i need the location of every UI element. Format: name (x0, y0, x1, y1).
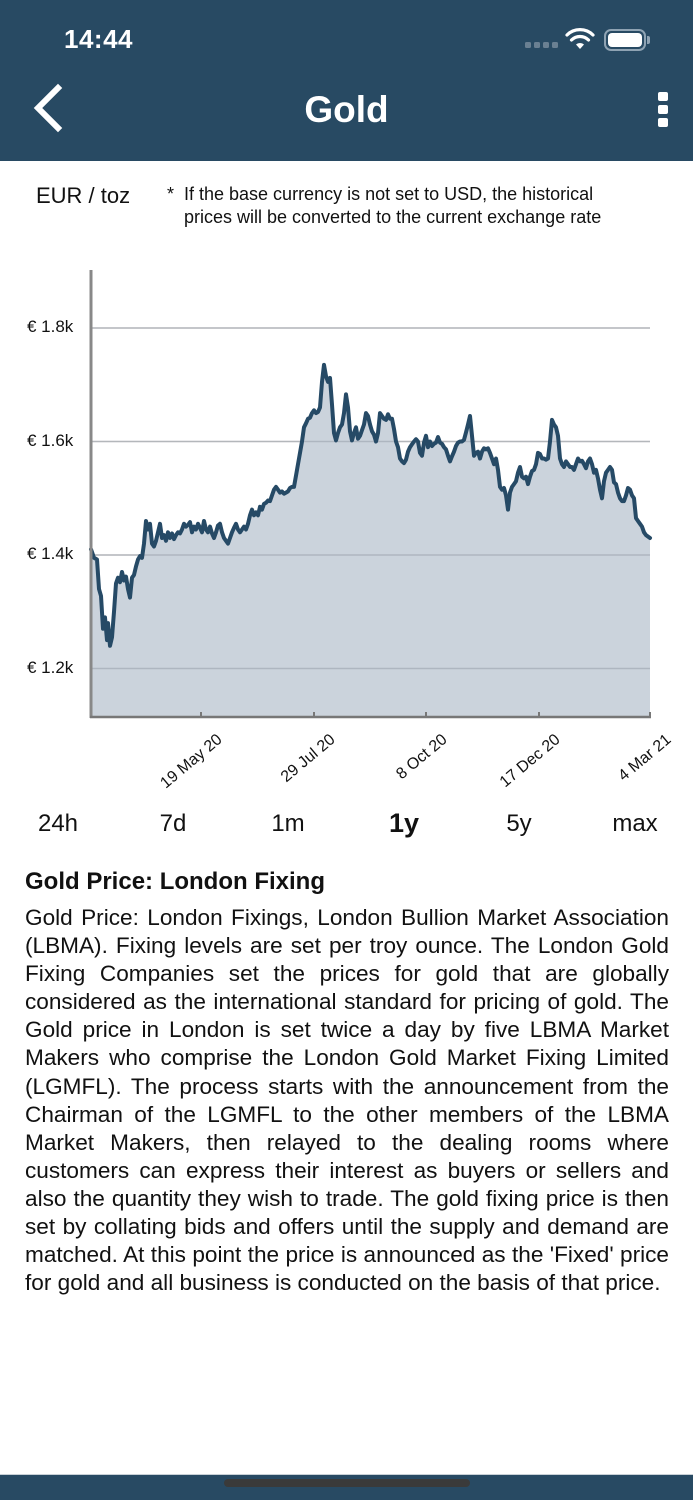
y-axis-label: € 1.2k (27, 657, 74, 677)
range-tab-1m[interactable]: 1m (271, 810, 305, 837)
x-axis-label: 4 Mar 21 (615, 731, 674, 785)
more-vertical-icon (658, 92, 668, 101)
price-line (89, 362, 652, 648)
y-axis-label: € 1.8k (27, 317, 74, 336)
x-axis-ticks: 19 May 20 29 Jul 20 8 Oct 20 17 Dec 20 4 Mar… (157, 712, 675, 792)
range-tab-1y[interactable]: 1y (388, 808, 420, 838)
home-indicator[interactable] (224, 1479, 470, 1487)
navigation-bar: 14:44 Gold (0, 0, 693, 161)
signal-dots-icon (525, 42, 558, 48)
section-description: Gold Price: London Fixings, London Bulli… (25, 905, 669, 1296)
price-chart[interactable]: 19 May 20 29 Jul 20 8 Oct 20 17 Dec 20 4 Mar… (0, 260, 693, 800)
battery-tip (647, 36, 650, 44)
battery-icon (604, 29, 646, 51)
x-axis-label: 29 Jul 20 (278, 731, 339, 786)
y-axis-label: € 1.4k (27, 544, 74, 563)
currency-conversion-note: If the base currency is not set to USD, … (184, 184, 602, 227)
range-tab-24h[interactable]: 24h (37, 810, 79, 837)
currency-unit-label: EUR / toz (36, 183, 131, 208)
range-tab-7d[interactable]: 7d (159, 810, 187, 837)
page-title: Gold (304, 89, 389, 130)
wifi-icon (565, 28, 595, 49)
price-area-fill (91, 364, 650, 717)
range-tab-5y[interactable]: 5y (506, 810, 532, 837)
x-axis-label: 8 Oct 20 (393, 731, 450, 783)
more-options-button[interactable] (650, 92, 676, 132)
x-axis-label: 17 Dec 20 (497, 731, 564, 791)
back-button[interactable] (30, 82, 70, 134)
status-time: 14:44 (64, 24, 133, 54)
y-axis-label: € 1.6k (27, 430, 74, 450)
bottom-bar (0, 1474, 693, 1500)
section-title: Gold Price: London Fixing (25, 868, 325, 895)
time-range-tabs: 24h 7d 1m 1y 5y max (0, 808, 693, 850)
note-marker: * (167, 184, 175, 204)
price-chart-svg: 19 May 20 29 Jul 20 8 Oct 20 17 Dec 20 4 Mar… (89, 270, 675, 792)
x-axis-label: 19 May 20 (157, 731, 225, 792)
chevron-left-icon (33, 83, 63, 133)
range-tab-max[interactable]: max (612, 810, 658, 837)
